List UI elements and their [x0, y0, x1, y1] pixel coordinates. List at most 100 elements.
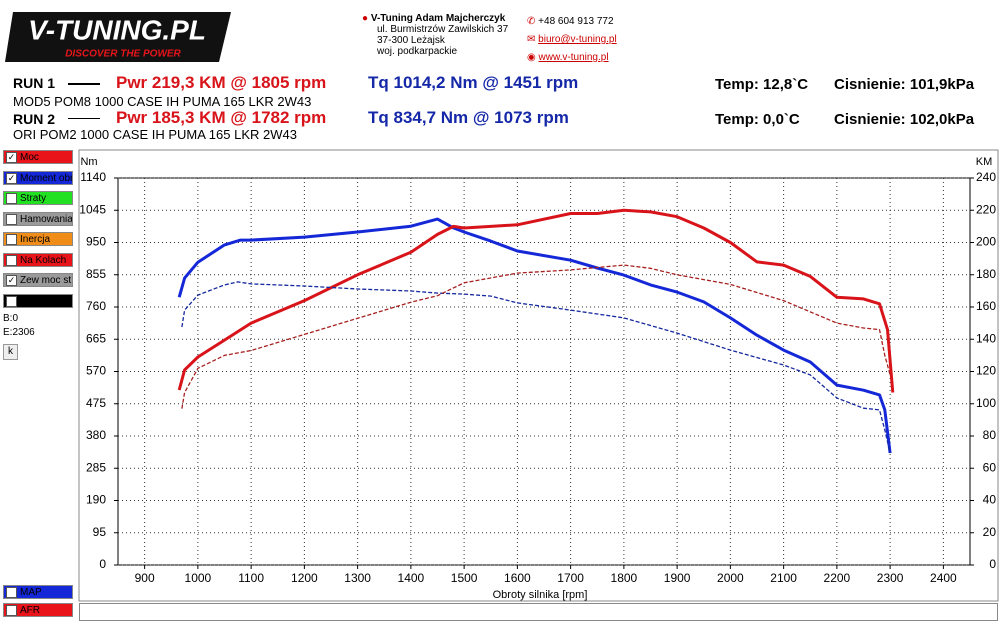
run-torque: Tq 1014,2 Nm @ 1451 rpm [368, 73, 579, 92]
y-tick-label: 285 [86, 460, 106, 474]
y-tick-label: 760 [86, 299, 106, 313]
toggle-item[interactable]: ✓ Moment obr [3, 170, 73, 185]
y2-tick-label: 200 [976, 235, 996, 249]
y2-tick-label: 180 [976, 267, 996, 281]
y-tick-label: 475 [86, 396, 106, 410]
y-tick-label: 95 [93, 525, 107, 539]
toggle-label: Inercja [20, 234, 51, 245]
bottom-bar [79, 603, 998, 621]
checkbox[interactable] [6, 213, 17, 225]
chart-frame [78, 149, 999, 602]
checkbox[interactable] [6, 605, 17, 616]
checkbox[interactable] [6, 587, 17, 598]
toggle-label: Moc [20, 152, 39, 163]
x-tick-label: 2000 [717, 571, 744, 585]
x-tick-label: 900 [135, 571, 155, 585]
toggle-item[interactable]: MAP [3, 585, 73, 599]
data-line [181, 281, 891, 454]
checkbox[interactable] [6, 193, 17, 204]
x-tick-label: 1100 [238, 571, 264, 585]
run-line-sample [68, 83, 100, 85]
run-label: RUN 1 [13, 75, 56, 91]
contact-address: ● V-Tuning Adam Majcherczyk ul. Burmistr… [362, 13, 509, 57]
b-value: B:0 [3, 313, 19, 324]
x-tick-label: 1300 [344, 571, 371, 585]
run-description: MOD5 POM8 1000 CASE IH PUMA 165 LKR 2W43 [13, 94, 312, 109]
contact-info: ✆ +48 604 913 772 ✉ biuro@v-tuning.pl ◉ … [527, 16, 617, 63]
y-tick-label: 0 [99, 557, 106, 571]
chart: Nm KM Obroty silnika [rpm] 0 95 190 285 380 4… [78, 149, 999, 602]
toggle-item[interactable]: Straty [3, 191, 73, 205]
y2-tick-label: 140 [976, 331, 996, 345]
run-pressure: Cisnienie: 101,9kPa [834, 76, 975, 93]
run-torque: Tq 834,7 Nm @ 1073 rpm [368, 108, 569, 127]
x-tick-label: 1700 [557, 571, 584, 585]
side-panel: B:0 E:2306 k ✓ Moc ✓ Moment obr Straty Hamowa… [0, 148, 78, 625]
email[interactable]: biuro@v-tuning.pl [538, 34, 617, 45]
y2-axis-label: KM [976, 156, 993, 168]
y2-tick-label: 20 [983, 525, 997, 539]
y2-tick-label: 100 [976, 396, 996, 410]
y-tick-label: 1045 [79, 202, 106, 216]
logo-text: V-TUNING.PL [28, 14, 206, 45]
run-power: Pwr 219,3 KM @ 1805 rpm [116, 73, 327, 92]
checkbox[interactable] [6, 295, 17, 307]
toggle-item[interactable]: Na Kolach [3, 252, 73, 267]
x-tick-label: 1900 [664, 571, 691, 585]
toggle-label: Na Kolach [20, 254, 67, 266]
toggle-label: Moment obr [20, 172, 73, 184]
checkbox[interactable] [6, 234, 17, 245]
y2-tick-label: 220 [976, 202, 996, 216]
toggle-label: Straty [20, 193, 47, 204]
plot-area [117, 177, 971, 566]
y-tick-label: 190 [86, 493, 106, 507]
checkbox[interactable]: ✓ [6, 172, 17, 184]
toggle-item[interactable]: AFR [3, 603, 73, 617]
y2-tick-label: 120 [976, 364, 996, 378]
toggle-label: Hamowania [20, 213, 73, 225]
run-label: RUN 2 [13, 111, 56, 127]
toggle-item[interactable]: Hamowania [3, 211, 73, 226]
x-tick-label: 2100 [770, 571, 797, 585]
x-tick-label: 1000 [185, 571, 212, 585]
data-line [177, 217, 892, 454]
address-line: 37-300 Leżajsk [377, 35, 445, 46]
address-line: woj. podkarpackie [377, 46, 458, 57]
run-temp: Temp: 0,0`C [715, 111, 800, 128]
website[interactable]: www.v-tuning.pl [538, 52, 609, 63]
e-value: E:2306 [3, 327, 35, 338]
toggle-label: Zew moc st [20, 275, 72, 286]
button[interactable]: k [3, 344, 18, 360]
y2-tick-label: 0 [989, 557, 996, 571]
x-tick-label: 1500 [451, 571, 478, 585]
y-tick-label: 950 [86, 235, 106, 249]
x-tick-label: 1200 [291, 571, 318, 585]
toggle-item[interactable]: ✓ Moc [3, 150, 73, 164]
toggle-item[interactable] [3, 293, 73, 308]
company: V-Tuning Adam Majcherczyk [370, 13, 506, 24]
run-pressure: Cisnienie: 102,0kPa [834, 111, 975, 128]
x-tick-label: 2200 [824, 571, 851, 585]
toggle-item[interactable]: Inercja [3, 232, 73, 246]
y2-tick-label: 160 [976, 299, 996, 313]
data-line [177, 208, 895, 393]
x-axis-label: Obroty silnika [rpm] [493, 589, 588, 601]
checkbox[interactable] [6, 254, 17, 266]
checkbox[interactable]: ✓ [6, 275, 17, 286]
toggle-item[interactable]: ✓ Zew moc st [3, 273, 73, 287]
run-line-sample [68, 118, 100, 119]
x-tick-label: 1800 [611, 571, 638, 585]
y-tick-label: 380 [86, 428, 106, 442]
slogan: DISCOVER THE POWER [65, 49, 181, 60]
x-tick-label: 2400 [930, 571, 957, 585]
run-description: ORI POM2 1000 CASE IH PUMA 165 LKR 2W43 [13, 127, 297, 142]
toggle-label: MAP [20, 587, 42, 598]
y-tick-label: 1140 [80, 170, 106, 184]
phone: +48 604 913 772 [538, 16, 614, 27]
y2-tick-label: 40 [983, 493, 997, 507]
run-temp: Temp: 12,8`C [715, 76, 809, 93]
y-tick-label: 665 [86, 331, 106, 345]
checkbox[interactable]: ✓ [6, 152, 17, 163]
x-tick-label: 1400 [398, 571, 425, 585]
